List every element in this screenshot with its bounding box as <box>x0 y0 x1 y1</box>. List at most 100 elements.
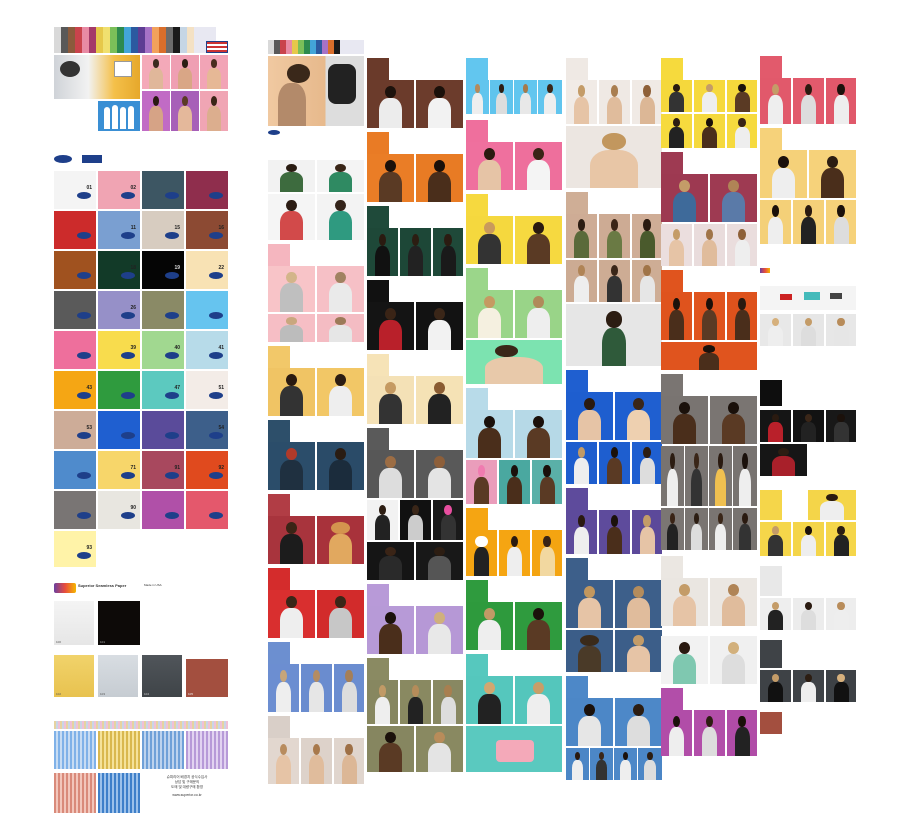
brand-icon <box>121 192 135 199</box>
portrait-photo <box>200 91 228 131</box>
swatch <box>54 451 96 489</box>
swatch: 19 <box>142 251 184 289</box>
sample-label: 100 <box>56 640 62 644</box>
brand-icon <box>165 232 179 239</box>
portrait-photo <box>433 680 463 724</box>
portrait-photo <box>826 522 856 556</box>
swatch-number: 91 <box>174 465 180 471</box>
foil-curtain-photo <box>142 731 184 769</box>
portrait-photo <box>615 580 662 628</box>
portrait-photo <box>733 508 757 550</box>
swatch <box>142 411 184 449</box>
portrait-photo <box>490 80 513 114</box>
portrait-photo <box>661 224 692 266</box>
color-chip <box>466 120 488 142</box>
portrait-photo <box>367 542 414 580</box>
portrait-photo <box>638 748 662 780</box>
silhouette-graphic <box>98 101 140 131</box>
portrait-photo <box>694 710 725 756</box>
portrait-photo <box>466 216 513 264</box>
color-chip <box>466 388 488 410</box>
portrait-photo <box>566 80 597 124</box>
portrait-photo <box>433 500 463 540</box>
portrait-photo <box>727 710 757 756</box>
brand-icon <box>209 512 223 519</box>
color-chip <box>367 428 389 450</box>
brand-icon <box>77 352 91 359</box>
portrait-photo <box>632 80 662 124</box>
swatch-number: 40 <box>174 345 180 351</box>
swatch <box>142 171 184 209</box>
portrait-photo <box>826 410 856 442</box>
color-chip <box>367 132 389 154</box>
swatch-number: 19 <box>174 265 180 271</box>
foil-curtain-photo <box>54 731 96 769</box>
brand-icon <box>209 352 223 359</box>
color-chip <box>466 58 488 80</box>
brand-icon <box>77 472 91 479</box>
portrait-photo <box>661 80 692 112</box>
color-chip <box>466 580 488 602</box>
portrait-photo <box>142 91 170 131</box>
portrait-photo <box>433 228 463 276</box>
portrait-photo <box>367 376 414 424</box>
portrait-photo <box>514 80 537 114</box>
studio-photo <box>268 56 364 126</box>
portrait-photo <box>727 114 757 148</box>
brand-logo-icon <box>54 155 72 163</box>
portrait-photo <box>268 160 315 192</box>
portrait-photo <box>694 292 725 340</box>
portrait-photo <box>733 446 757 506</box>
product-photo <box>760 286 856 310</box>
paper-title: Superior Seamless Paper <box>78 583 127 588</box>
studio-photo <box>566 304 662 366</box>
portrait-photo <box>171 55 199 89</box>
portrait-photo <box>793 670 824 702</box>
swatch-number: 15 <box>174 225 180 231</box>
portrait-photo <box>317 314 364 342</box>
swatch: 43 <box>54 371 96 409</box>
brand-icon <box>77 272 91 279</box>
portrait-photo <box>661 114 692 148</box>
brand-icon <box>77 512 91 519</box>
gallery <box>268 40 858 790</box>
contact-line: 상담 및 구매문의 <box>174 780 200 784</box>
portrait-photo <box>334 664 364 712</box>
swatch-number: 54 <box>218 425 224 431</box>
portrait-photo <box>566 126 662 188</box>
portrait-photo <box>760 150 807 198</box>
portrait-photo <box>760 598 791 630</box>
swatch <box>98 371 140 409</box>
swatch-number: 11 <box>130 225 136 231</box>
portrait-photo <box>566 748 589 780</box>
portrait-photo <box>532 530 562 576</box>
portrait-photo <box>793 200 824 244</box>
paper-brand-icon <box>760 268 770 273</box>
portrait-photo <box>599 80 630 124</box>
portrait-photo <box>466 80 489 114</box>
brand-icon <box>121 392 135 399</box>
color-chip <box>268 494 290 516</box>
portrait-photo <box>760 314 791 346</box>
color-chip <box>268 420 290 442</box>
swatch <box>186 291 228 329</box>
portrait-photo <box>566 510 597 554</box>
portrait-photo <box>301 738 332 784</box>
color-chip <box>661 152 683 174</box>
portrait-photo <box>709 446 732 506</box>
foil-curtain-photo <box>98 731 140 769</box>
portrait-photo <box>400 680 431 724</box>
brand-icon <box>77 432 91 439</box>
color-chip <box>566 488 588 510</box>
brand-icon <box>121 272 135 279</box>
color-chip <box>566 676 588 698</box>
swatch-number: 16 <box>218 225 224 231</box>
portrait-photo <box>301 664 332 712</box>
portrait-photo <box>632 214 662 258</box>
color-chip <box>760 640 782 668</box>
brand-icon <box>209 232 223 239</box>
portrait-photo <box>416 450 463 498</box>
foil-curtain-photo <box>54 773 96 813</box>
portrait-photo <box>268 266 315 312</box>
portrait-photo <box>317 266 364 312</box>
